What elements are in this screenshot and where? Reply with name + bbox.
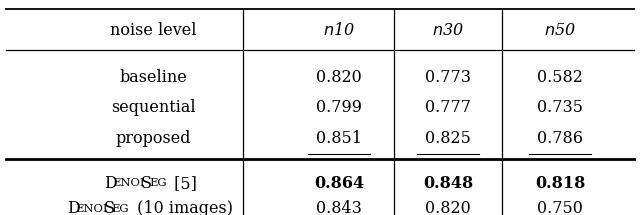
Text: (10 images): (10 images): [132, 200, 234, 215]
Text: $n$50: $n$50: [544, 22, 576, 39]
Text: 0.843: 0.843: [316, 200, 362, 215]
Text: $n$10: $n$10: [323, 22, 355, 39]
Text: ENOI: ENOI: [112, 178, 145, 188]
Text: 0.864: 0.864: [314, 175, 364, 192]
Text: baseline: baseline: [120, 69, 188, 86]
Text: 0.820: 0.820: [316, 69, 362, 86]
Text: D: D: [67, 200, 80, 215]
Text: noise level: noise level: [110, 22, 197, 39]
Text: 0.818: 0.818: [535, 175, 585, 192]
Text: 0.820: 0.820: [425, 200, 471, 215]
Text: EG: EG: [112, 204, 129, 213]
Text: 0.848: 0.848: [423, 175, 473, 192]
Text: S: S: [104, 200, 115, 215]
Text: sequential: sequential: [111, 99, 196, 117]
Text: EG: EG: [149, 178, 166, 188]
Text: 0.750: 0.750: [537, 200, 583, 215]
Text: ENOI: ENOI: [75, 204, 108, 213]
Text: 0.799: 0.799: [316, 99, 362, 117]
Text: 0.786: 0.786: [537, 129, 583, 147]
Text: $n$30: $n$30: [432, 22, 464, 39]
Text: 0.773: 0.773: [425, 69, 471, 86]
Text: 0.825: 0.825: [425, 129, 471, 147]
Text: [5]: [5]: [169, 175, 197, 192]
Text: D: D: [104, 175, 117, 192]
Text: 0.582: 0.582: [537, 69, 583, 86]
Text: 0.851: 0.851: [316, 129, 362, 147]
Text: 0.735: 0.735: [537, 99, 583, 117]
Text: 0.777: 0.777: [425, 99, 471, 117]
Text: proposed: proposed: [116, 129, 191, 147]
Text: S: S: [141, 175, 152, 192]
